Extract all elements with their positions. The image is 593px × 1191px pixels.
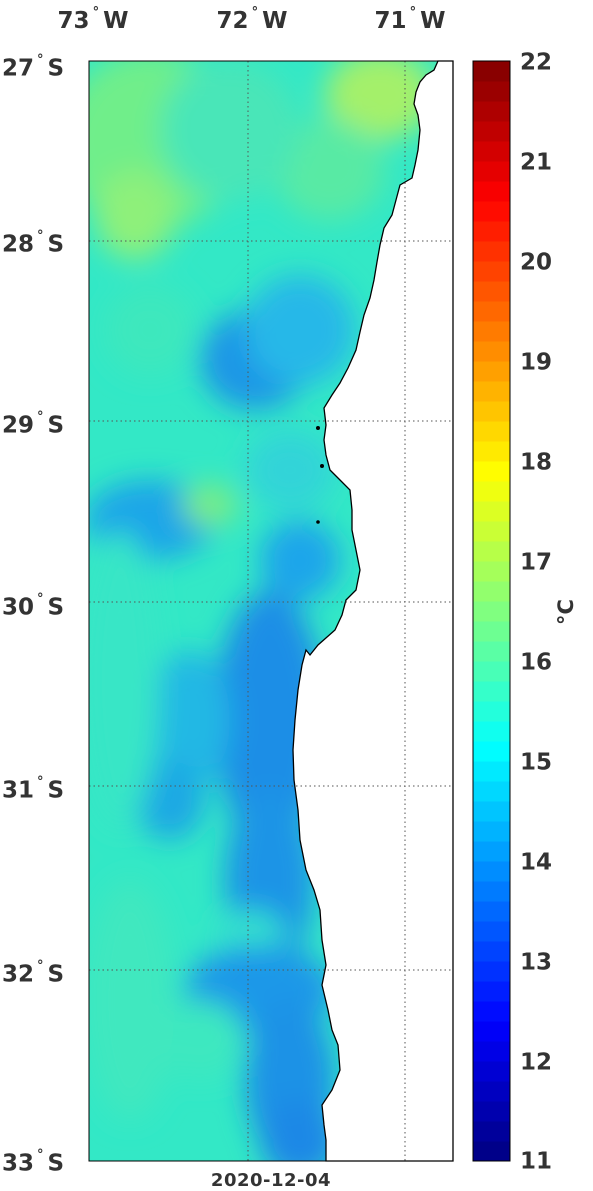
colorbar-band (473, 301, 510, 322)
lat-label-28s: 28 ° S (2, 228, 65, 258)
colorbar-tick-20: 20 (520, 249, 553, 276)
colorbar-band (473, 661, 510, 682)
colorbar-tick-19: 19 (520, 349, 553, 376)
colorbar-band (473, 641, 510, 662)
lat-label-31s: 31 ° S (2, 774, 65, 804)
colorbar-band (473, 1101, 510, 1122)
colorbar-band (473, 1121, 510, 1142)
lat-label-27s: 27 ° S (2, 52, 65, 82)
map-date: 2020-12-04 (210, 1170, 332, 1191)
colorbar-band (473, 901, 510, 922)
lat-label-33s: 33 ° S (2, 1147, 65, 1177)
colorbar-band (473, 601, 510, 622)
colorbar-tick-18: 18 (520, 449, 553, 476)
graticule (89, 61, 453, 1161)
colorbar-band (473, 821, 510, 842)
colorbar-band (473, 121, 510, 142)
colorbar-band (473, 841, 510, 862)
colorbar-band (473, 481, 510, 502)
colorbar-band (473, 581, 510, 602)
colorbar-band (473, 721, 510, 742)
colorbar-band (473, 621, 510, 642)
colorbar-band (473, 1041, 510, 1062)
colorbar-band (473, 881, 510, 902)
colorbar-band (473, 321, 510, 342)
colorbar-band (473, 441, 510, 462)
colorbar-band (473, 921, 510, 942)
colorbar-band (473, 361, 510, 382)
lat-label-32s: 32 ° S (2, 958, 65, 988)
island (320, 464, 324, 468)
colorbar-band (473, 981, 510, 1002)
colorbar-tick-22: 22 (520, 49, 553, 76)
colorbar-tick-15: 15 (520, 749, 553, 776)
colorbar-band (473, 941, 510, 962)
colorbar-band (473, 681, 510, 702)
colorbar-band (473, 421, 510, 442)
colorbar-band (473, 701, 510, 722)
colorbar-tick-16: 16 (520, 649, 553, 676)
colorbar-band (473, 381, 510, 402)
colorbar-band (473, 401, 510, 422)
colorbar-band (473, 1081, 510, 1102)
map-frame (88, 60, 454, 1162)
colorbar-band (473, 101, 510, 122)
colorbar-band (473, 861, 510, 882)
colorbar-band (473, 181, 510, 202)
lat-label-30s: 30 ° S (2, 591, 65, 621)
colorbar-band (473, 521, 510, 542)
colorbar-band (473, 761, 510, 782)
colorbar-band (473, 961, 510, 982)
colorbar-band (473, 1061, 510, 1082)
lon-label-71w: 71 ° W (374, 5, 446, 34)
colorbar-band (473, 81, 510, 102)
colorbar-band (473, 781, 510, 802)
colorbar-band (473, 201, 510, 222)
colorbar-band (473, 1021, 510, 1042)
colorbar-band (473, 141, 510, 162)
colorbar-band (473, 1141, 510, 1162)
colorbar-tick-11: 11 (520, 1148, 553, 1175)
colorbar-band (473, 741, 510, 762)
colorbar-tick-17: 17 (520, 549, 553, 576)
colorbar-band (473, 61, 510, 82)
lon-label-73w: 73 ° W (57, 5, 129, 34)
colorbar-band (473, 221, 510, 242)
colorbar-tick-21: 21 (520, 149, 553, 176)
colorbar-tick-14: 14 (520, 849, 553, 876)
island (316, 520, 320, 524)
colorbar-band (473, 161, 510, 182)
colorbar-band (473, 341, 510, 362)
colorbar-band (473, 561, 510, 582)
colorbar-frame (472, 60, 511, 1162)
colorbar-band (473, 281, 510, 302)
colorbar-tick-13: 13 (520, 949, 553, 976)
colorbar-bands (472, 60, 511, 1162)
land-coastline (292, 60, 454, 1162)
colorbar-band (473, 261, 510, 282)
island (316, 426, 320, 430)
colorbar-tick-12: 12 (520, 1049, 553, 1076)
colorbar-band (473, 801, 510, 822)
colorbar-unit-label: °C (554, 599, 578, 625)
lon-label-72w: 72 ° W (216, 5, 288, 34)
colorbar-band (473, 241, 510, 262)
lat-label-29s: 29 ° S (2, 409, 65, 439)
colorbar-band (473, 1001, 510, 1022)
colorbar-band (473, 461, 510, 482)
colorbar-band (473, 541, 510, 562)
colorbar-band (473, 501, 510, 522)
